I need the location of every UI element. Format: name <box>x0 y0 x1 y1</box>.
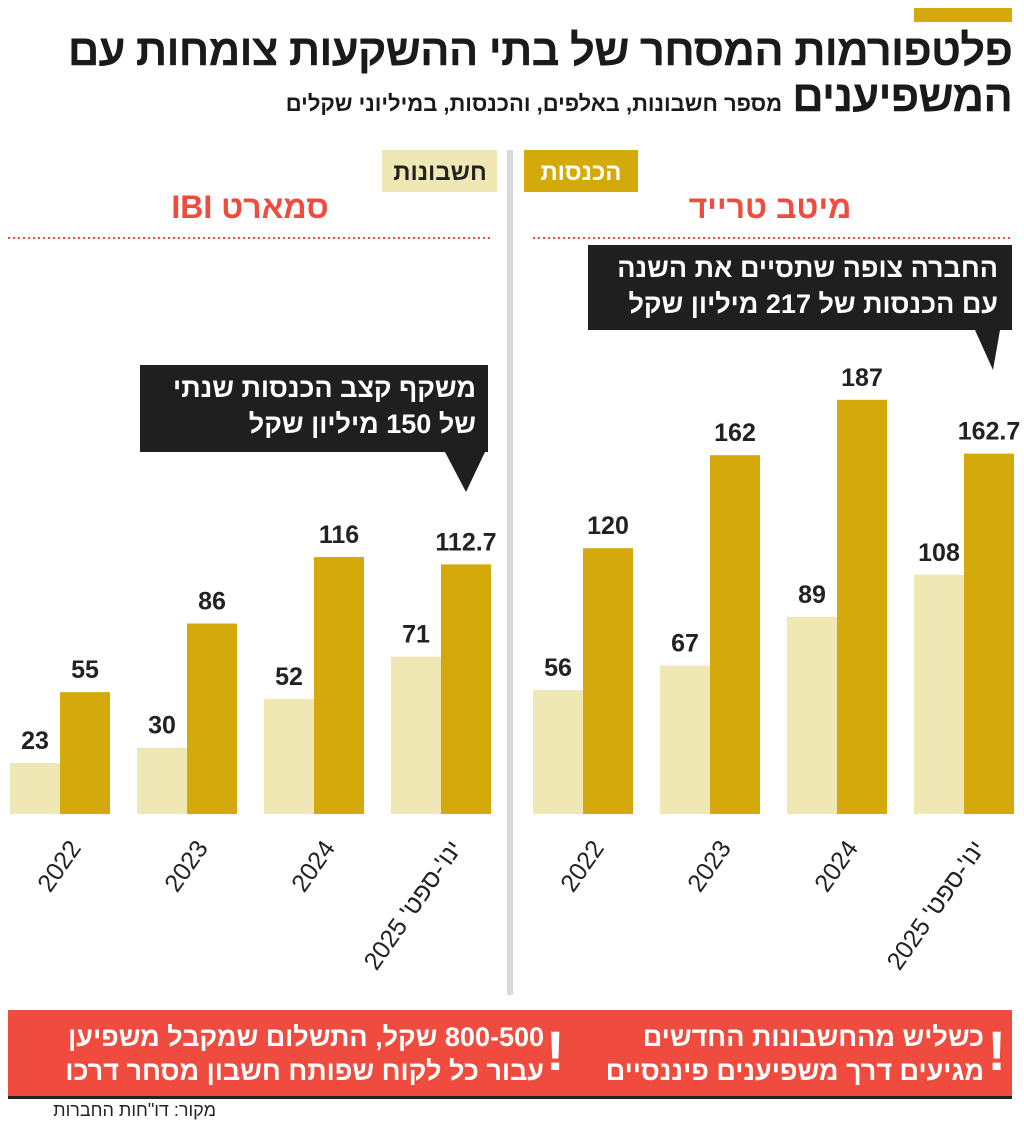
callout-line: החברה צופה שתסיים את השנה <box>617 253 998 283</box>
highlight-banner: ! כשליש מהחשבונות החדשים מגיעים דרך משפיע… <box>8 1010 1012 1096</box>
source-note: מקור: דו"חות החברות <box>53 1100 216 1120</box>
callout-ibi: משקף קצב הכנסות שנתי של 150 מיליון שקל <box>140 370 476 442</box>
callout-line: עם הכנסות של 217 מיליון שקל <box>628 289 998 319</box>
callout-line: של 150 מיליון שקל <box>248 409 476 439</box>
exclamation-icon: ! <box>987 1019 1006 1082</box>
value-label: 120 <box>587 512 629 540</box>
accounts-bar <box>264 698 314 814</box>
revenue-bar <box>964 453 1014 814</box>
callout-box-meitav <box>588 245 1012 370</box>
panel-title: IBI סמארט <box>171 189 328 225</box>
value-label: 86 <box>198 588 226 616</box>
revenue-bar <box>441 564 491 814</box>
x-tick-label: 2022 <box>555 835 610 897</box>
x-tick-label: 2024 <box>809 835 864 897</box>
value-label: 89 <box>798 581 826 609</box>
value-label: 112.7 <box>435 528 496 556</box>
value-label: 56 <box>544 654 572 682</box>
x-tick-label: 2022 <box>32 835 87 897</box>
value-label: 108 <box>918 539 960 567</box>
page-title: פלטפורמות המסחר של בתי ההשקעות צומחות עם… <box>12 26 1013 127</box>
revenue-bar <box>837 399 887 814</box>
divider <box>8 1096 1012 1099</box>
legend-accounts-label: חשבונות <box>393 159 487 186</box>
revenue-bar <box>710 455 760 814</box>
accounts-bar <box>914 574 964 814</box>
subtitle: מספר חשבונות, באלפים, והכנסות, במיליוני … <box>285 91 783 116</box>
accounts-bar <box>391 656 441 814</box>
revenue-bar <box>583 548 633 814</box>
callout-line: משקף קצב הכנסות שנתי <box>173 373 476 403</box>
exclamation-icon: ! <box>546 1019 565 1082</box>
value-label: 23 <box>21 727 49 755</box>
x-tick-label: ינו'-ספט' 2025 <box>358 835 467 975</box>
callout-meitav: החברה צופה שתסיים את השנה עם הכנסות של 21… <box>588 250 998 322</box>
revenue-bar <box>314 557 364 814</box>
value-label: 162.7 <box>958 418 1021 446</box>
x-tick-label: 2023 <box>682 835 737 897</box>
accounts-bar <box>137 747 187 814</box>
legend-revenue-label: הכנסות <box>540 159 621 186</box>
revenue-bar <box>60 692 110 814</box>
legend-accounts-swatch <box>382 150 497 192</box>
value-label: 67 <box>671 630 699 658</box>
accounts-bar <box>533 689 583 814</box>
panel-title: מיטב טרייד <box>689 189 852 225</box>
legend-revenue-swatch <box>524 150 638 192</box>
value-label: 71 <box>402 621 430 649</box>
accounts-bar <box>787 616 837 814</box>
x-tick-label: 2024 <box>286 835 341 897</box>
banner-right-text: כשליש מהחשבונות החדשים מגיעים דרך משפיעני… <box>605 1022 984 1086</box>
panel-divider <box>507 150 513 995</box>
value-label: 30 <box>148 712 176 740</box>
title-text: פלטפורמות המסחר של בתי ההשקעות צומחות עם… <box>67 26 1013 121</box>
value-label: 187 <box>841 364 883 392</box>
chart-area: חשבונות הכנסות IBI סמארט 23 55 2022 30 86 2023 52… <box>8 150 1021 995</box>
value-label: 55 <box>71 656 99 684</box>
accent-bar <box>914 8 1012 22</box>
value-label: 116 <box>319 521 359 549</box>
x-tick-label: ינו'-ספט' 2025 <box>881 835 990 975</box>
callout-box-ibi <box>140 365 488 492</box>
banner-left-text: 800-500 שקל, התשלום שמקבל משפיען עבור כל … <box>65 1022 544 1086</box>
x-tick-label: 2023 <box>159 835 214 897</box>
value-label: 162 <box>714 419 756 447</box>
value-label: 52 <box>275 663 303 691</box>
accounts-bar <box>660 665 710 814</box>
revenue-bar <box>187 623 237 814</box>
accounts-bar <box>10 763 60 814</box>
